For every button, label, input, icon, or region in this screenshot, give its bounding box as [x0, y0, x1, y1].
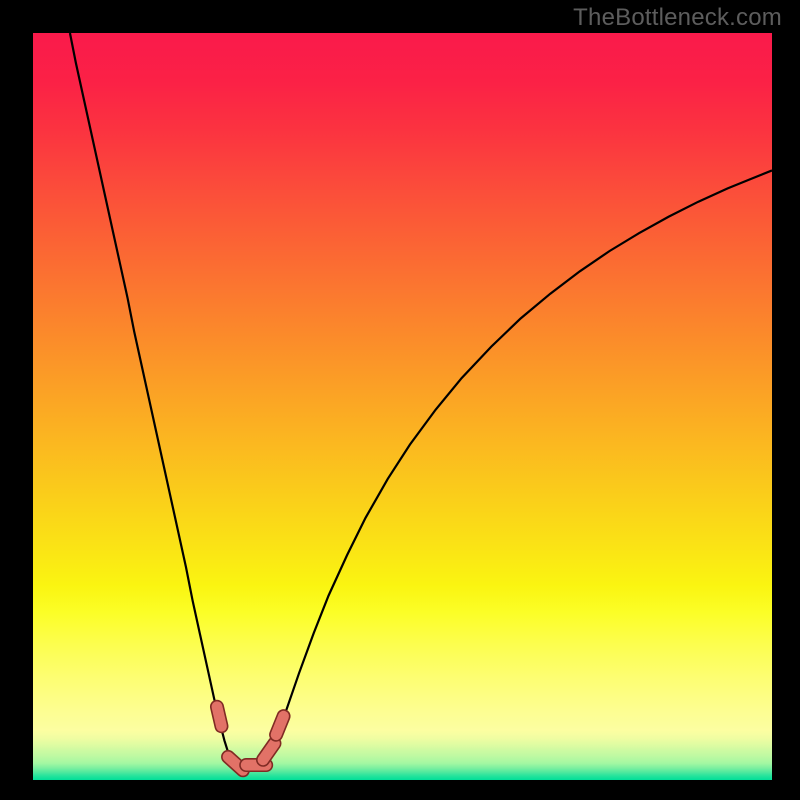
stage: TheBottleneck.com [0, 0, 800, 800]
watermark-text: TheBottleneck.com [573, 4, 782, 32]
bottleneck-chart [0, 0, 800, 800]
plot-background [33, 33, 772, 780]
